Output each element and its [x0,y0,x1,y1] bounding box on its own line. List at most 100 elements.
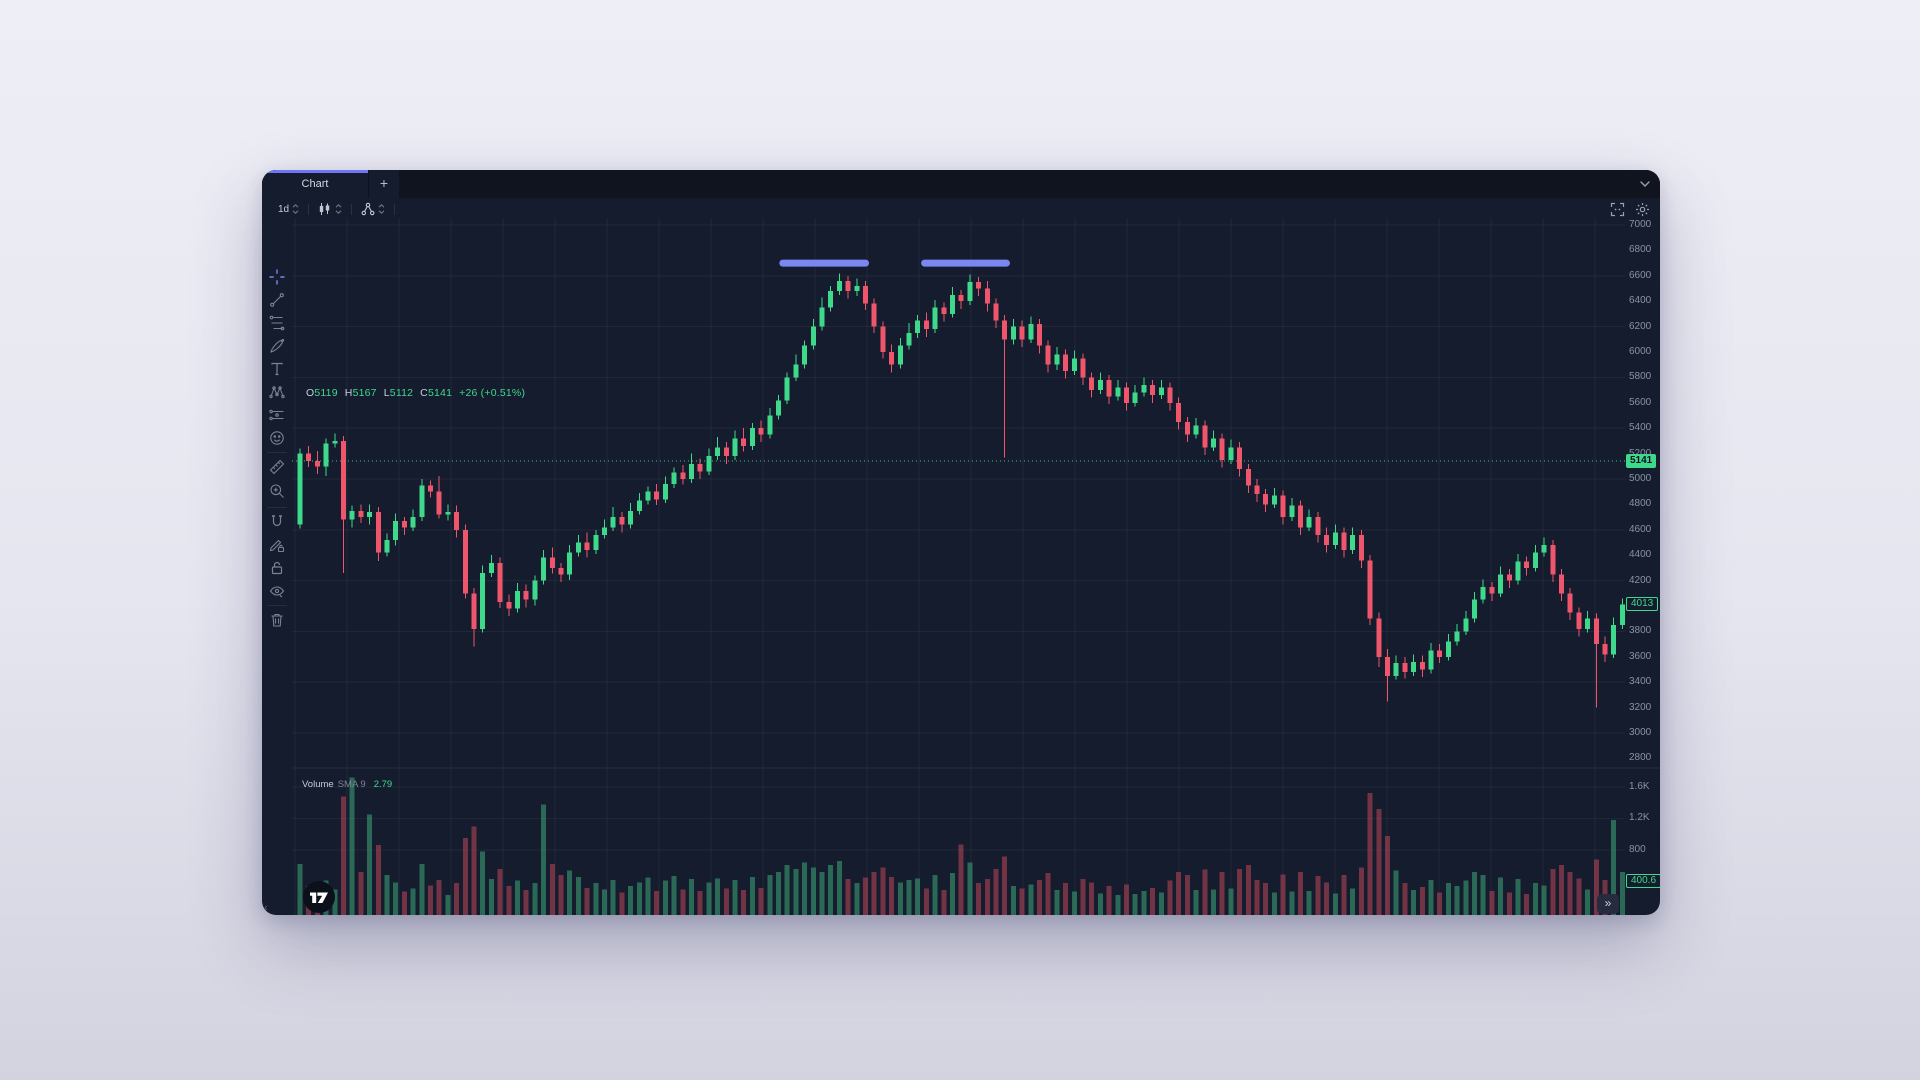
candle-body [1576,612,1582,629]
volume-bar [1324,882,1330,915]
volume-bar [1480,875,1486,915]
volume-bar [915,878,921,915]
brush-tool[interactable] [269,338,285,354]
timeframe-select[interactable]: 1d [274,203,303,215]
candle-body [749,428,755,446]
fullscreen-icon[interactable] [1610,202,1625,217]
text-tool[interactable] [269,361,285,377]
expand-panel-button[interactable]: » [1597,894,1619,914]
measure-ruler-tool[interactable] [269,459,285,475]
volume-bar [1193,890,1199,915]
magnet-tool[interactable] [269,514,285,530]
volume-sma-value: 2.79 [373,779,393,790]
volume-bar [950,872,955,915]
indicators-select[interactable] [357,202,389,216]
forecast-position-tool[interactable] [269,407,285,423]
candle-body [410,517,416,528]
candle-body [723,447,729,457]
candle-body [1332,532,1338,546]
volume-bar [1541,885,1547,915]
candle-body [828,291,834,308]
candle-body [1106,379,1112,397]
volume-bar [932,875,938,915]
volume-bar [1219,872,1225,915]
candle-body [619,517,625,525]
candle-body [584,542,590,551]
candle-body [1367,560,1373,619]
emoji-tool[interactable] [269,430,285,446]
volume-bar [662,880,668,915]
candle-body [1280,495,1286,518]
fib-retracement-tool[interactable] [269,315,285,331]
chart-surface[interactable] [262,170,1660,915]
volume-bar [697,890,703,915]
volume-bar [993,868,999,915]
volume-bar [1559,864,1564,915]
candle-body [1411,661,1417,673]
candle-body [1437,650,1443,657]
candle-body [1419,661,1425,670]
candle-body [419,485,425,518]
tab-chart[interactable]: Chart [262,170,368,198]
crosshair-tool[interactable] [269,269,285,285]
drawing-toolbar [262,220,292,915]
chevron-down-icon[interactable] [1638,178,1652,190]
tradingview-logo[interactable] [302,880,336,914]
volume-bar [558,875,564,915]
candle-body [314,461,320,467]
chart-type-select[interactable] [314,202,346,216]
high-value: 5167 [352,387,377,399]
volume-bar [1350,888,1356,915]
candle-body [445,512,451,515]
candle-body [1524,561,1530,568]
candle-body [689,463,694,479]
candle-body [1289,505,1295,518]
volume-bar [1393,870,1399,915]
candle-body [349,510,355,520]
volume-bar [454,883,460,915]
close-label: C [420,387,428,399]
volume-bar [819,872,825,915]
candle-body [401,520,407,528]
volume-bar [1141,890,1147,915]
candle-body [358,510,364,518]
hide-all-eye-tool[interactable] [269,583,285,599]
volume-bar [1402,883,1408,915]
volume-bar [906,879,912,915]
candle-body [1045,345,1051,365]
candle-body [1010,326,1016,340]
candle-body [575,542,581,553]
volume-bar [1498,877,1504,915]
candle-body [602,527,607,535]
candle-body [1350,534,1356,551]
remove-drawings-trash-tool[interactable] [269,612,285,628]
lock-all-tool[interactable] [269,560,285,576]
stepper-icon [378,203,385,215]
candle-body [523,590,529,600]
volume-bar [471,826,477,915]
volume-bar [758,887,764,915]
drawing-pencil-lock-tool[interactable] [269,537,285,553]
volume-bar [1306,890,1312,915]
volume-bar [1045,872,1051,915]
volume-bar [1263,883,1269,915]
zoom-in-tool[interactable] [269,483,285,499]
candle-body [1097,379,1103,391]
candle-body [1219,438,1225,460]
candle-body [454,512,460,530]
tab-bar: Chart + [262,170,1660,198]
candle-body [1306,517,1312,528]
settings-gear-icon[interactable] [1635,202,1650,217]
trend-line-tool[interactable] [269,292,285,308]
candle-body [1228,447,1234,460]
volume-bar [976,883,982,915]
candle-body [549,557,555,568]
volume-bar [436,879,442,915]
candle-body [845,280,851,292]
new-tab-button[interactable]: + [368,170,399,198]
toolbar-separator [394,203,396,215]
candle-body [1454,631,1460,642]
collapse-left-chevron[interactable]: ‹ [264,902,268,914]
xabcd-pattern-tool[interactable] [269,384,285,400]
candle-body [915,320,921,333]
